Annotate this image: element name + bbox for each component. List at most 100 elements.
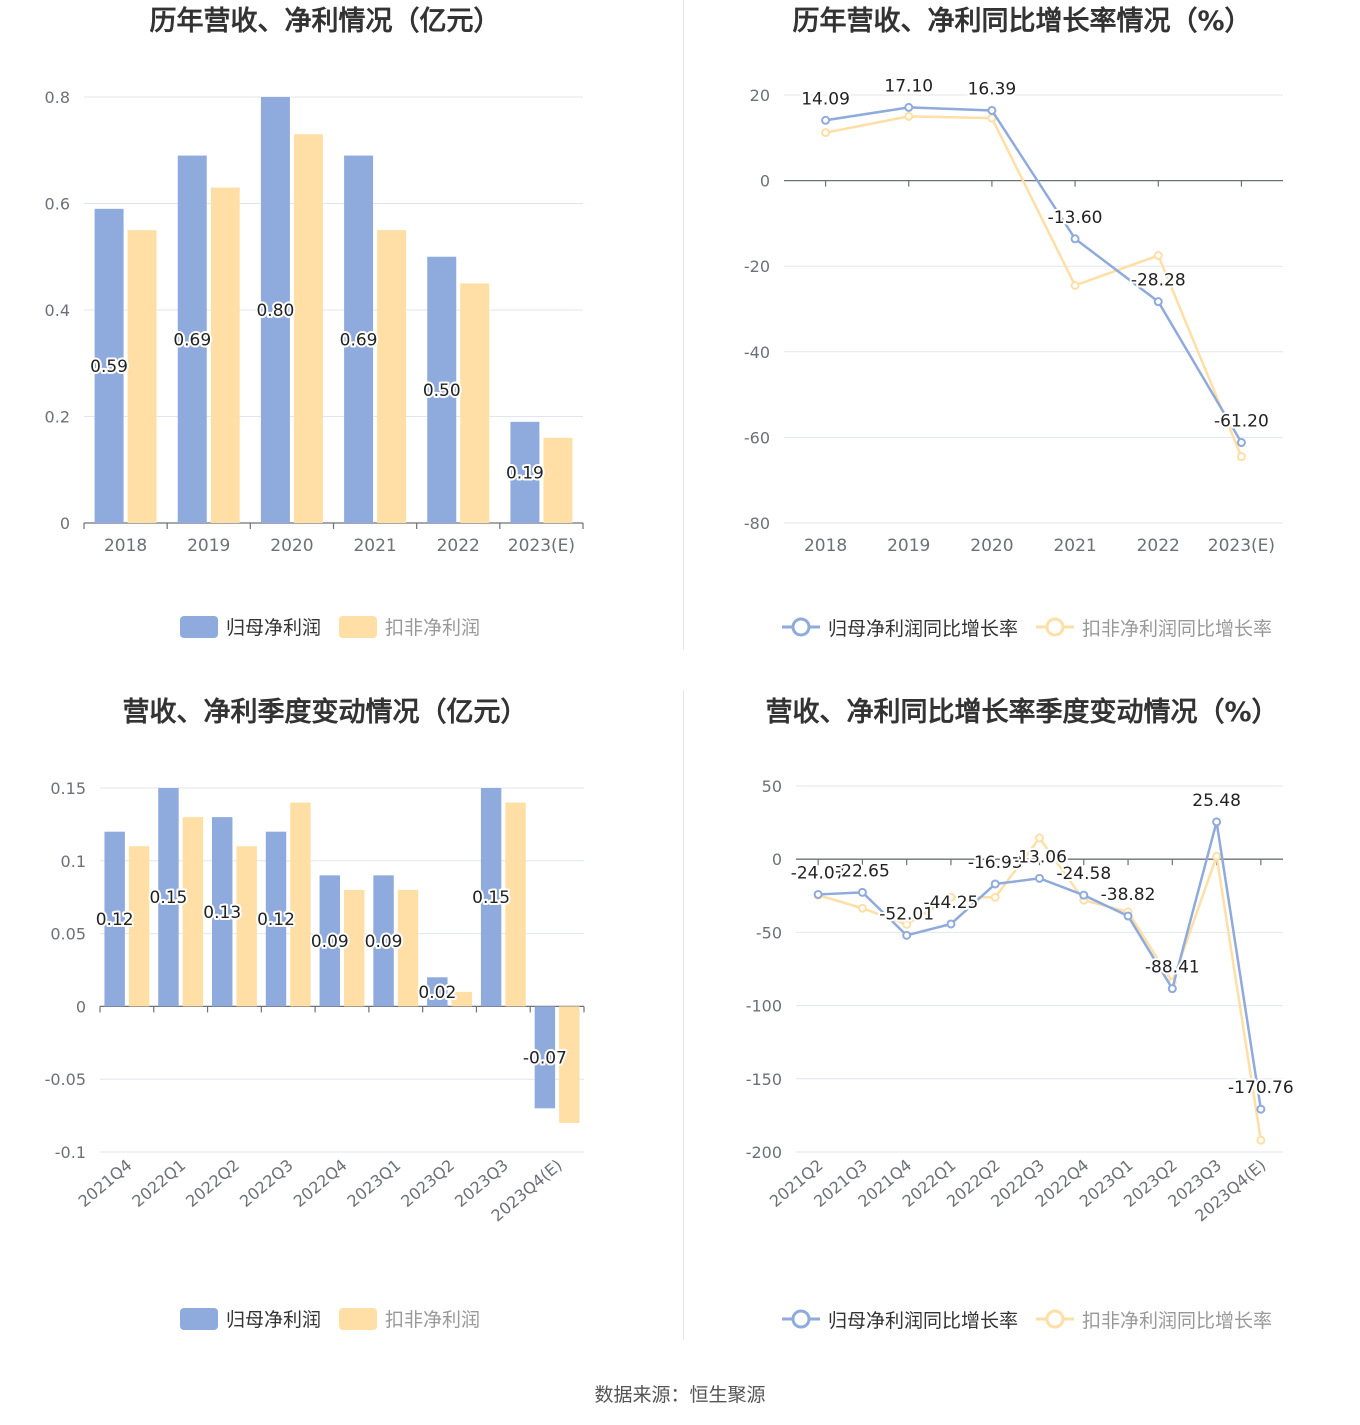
bar-data-label: 0.15: [472, 888, 510, 908]
line-data-label: -170.76: [1228, 1078, 1294, 1098]
bar-parent-net-profit: [104, 831, 125, 1007]
y-tick-label: 0.15: [50, 779, 86, 798]
bar-parent-net-profit: [344, 155, 374, 523]
y-tick-label: -150: [746, 1070, 782, 1089]
legend-label: 归母净利润: [226, 1309, 321, 1331]
bar-data-label: 0.12: [257, 910, 295, 930]
bar-data-label: 0.59: [90, 357, 128, 377]
chart-panel-annual-profit: 历年营收、净利情况（亿元） 0 0.2 0.4 0.6 0.8 2018 2019 2020 20…: [0, 0, 680, 690]
data-point: [1212, 817, 1222, 827]
legend-label: 扣非净利润: [385, 1309, 480, 1331]
y-tick-label: 0.2: [45, 408, 70, 427]
bar-data-label: 0.09: [311, 932, 349, 952]
legend-label: 扣非净利润: [385, 617, 480, 639]
bar-parent-net-profit: [427, 256, 457, 523]
bar-parent-net-profit: [480, 788, 502, 1007]
bar-parent-net-profit: [177, 155, 207, 523]
bar-parent-net-profit: [510, 421, 540, 523]
x-tick-label: 2023(E): [508, 536, 575, 556]
data-point: [1035, 833, 1044, 843]
bar-parent-net-profit: [260, 97, 290, 523]
data-point: [990, 879, 1000, 889]
x-tick-label: 2018: [804, 536, 847, 556]
series-line-deducted-growth: [825, 115, 1243, 458]
data-point: [1256, 1135, 1266, 1145]
chart-svg: 营收、净利季度变动情况（亿元） -0.1 -0.05 0 0.05 0.1 0.15 2021…: [45, 696, 585, 1331]
chart-panel-quarterly-profit: 营收、净利季度变动情况（亿元） -0.1 -0.05 0 0.05 0.1 0.15 2021…: [0, 690, 680, 1380]
x-tick-label: 2022: [437, 536, 480, 556]
y-tick-label: 0: [76, 997, 86, 1016]
legend-marker: [1045, 617, 1065, 637]
line-data-label: 14.09: [801, 89, 850, 109]
y-tick-label: 20: [750, 86, 770, 105]
y-tick-label: -80: [744, 514, 770, 533]
bar-data-label: 0.19: [506, 463, 544, 483]
data-point: [1153, 297, 1163, 307]
data-point: [813, 889, 823, 899]
x-tick-label: 2021: [353, 536, 396, 556]
data-point: [821, 128, 831, 138]
legend-label: 扣非净利润同比增长率: [1082, 1310, 1272, 1332]
data-point: [1236, 438, 1246, 448]
data-point: [857, 887, 867, 897]
panel-divider-bottom: [683, 690, 684, 1340]
x-tick-label: 2019: [187, 536, 230, 556]
bar-parent-net-profit: [427, 977, 448, 1007]
data-point: [946, 919, 956, 929]
bar-data-label: 0.80: [256, 301, 294, 321]
bar-deducted-net-profit: [293, 134, 323, 523]
bar-data-label: 0.13: [203, 903, 241, 923]
x-tick-label: 2020: [970, 536, 1013, 556]
bar-data-label: 0.02: [418, 983, 456, 1003]
bar-deducted-net-profit: [451, 991, 472, 1007]
data-point: [904, 111, 914, 121]
series-line-deducted-growth: [817, 835, 1263, 1141]
y-tick-label: 0.6: [45, 195, 70, 214]
y-tick-label: 0: [760, 172, 770, 191]
bar-data-label: 0.50: [423, 381, 461, 401]
x-tick-label: 2023Q2: [397, 1156, 458, 1211]
y-tick-label: -60: [744, 428, 770, 447]
x-tick-label: 2023Q1: [343, 1156, 404, 1211]
bar-data-label: 0.09: [365, 932, 403, 952]
bar-deducted-net-profit: [377, 230, 407, 523]
series-line-parent-growth: [825, 106, 1243, 444]
data-point: [946, 892, 956, 902]
data-point: [1035, 873, 1044, 883]
y-tick-label: -20: [744, 257, 770, 276]
line-data-label: -44.25: [924, 893, 979, 913]
bar-parent-net-profit: [373, 875, 394, 1007]
x-tick-label: 2022: [1137, 536, 1180, 556]
data-point: [1167, 984, 1177, 994]
chart-svg: 历年营收、净利同比增长率情况（%） -80 -60 -40 -20 0 20 2018 2019…: [744, 5, 1283, 640]
data-point: [1212, 851, 1222, 861]
bar-deducted-net-profit: [344, 889, 365, 1007]
line-data-label: -61.20: [1214, 412, 1269, 432]
bar-deducted-net-profit: [127, 230, 157, 523]
legend-swatch: [339, 616, 377, 638]
chart-title: 历年营收、净利情况（亿元）: [150, 5, 501, 37]
data-point: [902, 919, 912, 929]
y-tick-label: 0.4: [45, 301, 70, 320]
y-tick-label: 50: [762, 777, 782, 796]
line-data-label: -38.82: [1101, 885, 1156, 905]
x-tick-label: 2021Q4: [75, 1156, 136, 1211]
legend-label: 归母净利润同比增长率: [828, 618, 1018, 640]
data-point: [1123, 911, 1133, 921]
y-tick-label: 0.8: [45, 88, 70, 107]
y-tick-label: 0: [772, 850, 782, 869]
line-data-label: -24.07: [791, 863, 846, 883]
y-tick-label: -0.05: [45, 1070, 86, 1089]
line-data-label: -88.41: [1145, 958, 1200, 978]
y-tick-label: -100: [746, 997, 782, 1016]
panel-divider-top: [683, 0, 684, 650]
x-tick-label: 2022Q4: [290, 1156, 351, 1211]
bar-deducted-net-profit: [128, 846, 150, 1007]
legend-label: 扣非净利润同比增长率: [1082, 618, 1272, 640]
x-tick-label: 2020: [270, 536, 313, 556]
bar-data-label: 0.15: [150, 888, 188, 908]
line-data-label: 25.48: [1192, 791, 1241, 811]
data-point: [1256, 1104, 1266, 1114]
chart-title: 历年营收、净利同比增长率情况（%）: [792, 5, 1251, 37]
bar-deducted-net-profit: [559, 1006, 580, 1123]
